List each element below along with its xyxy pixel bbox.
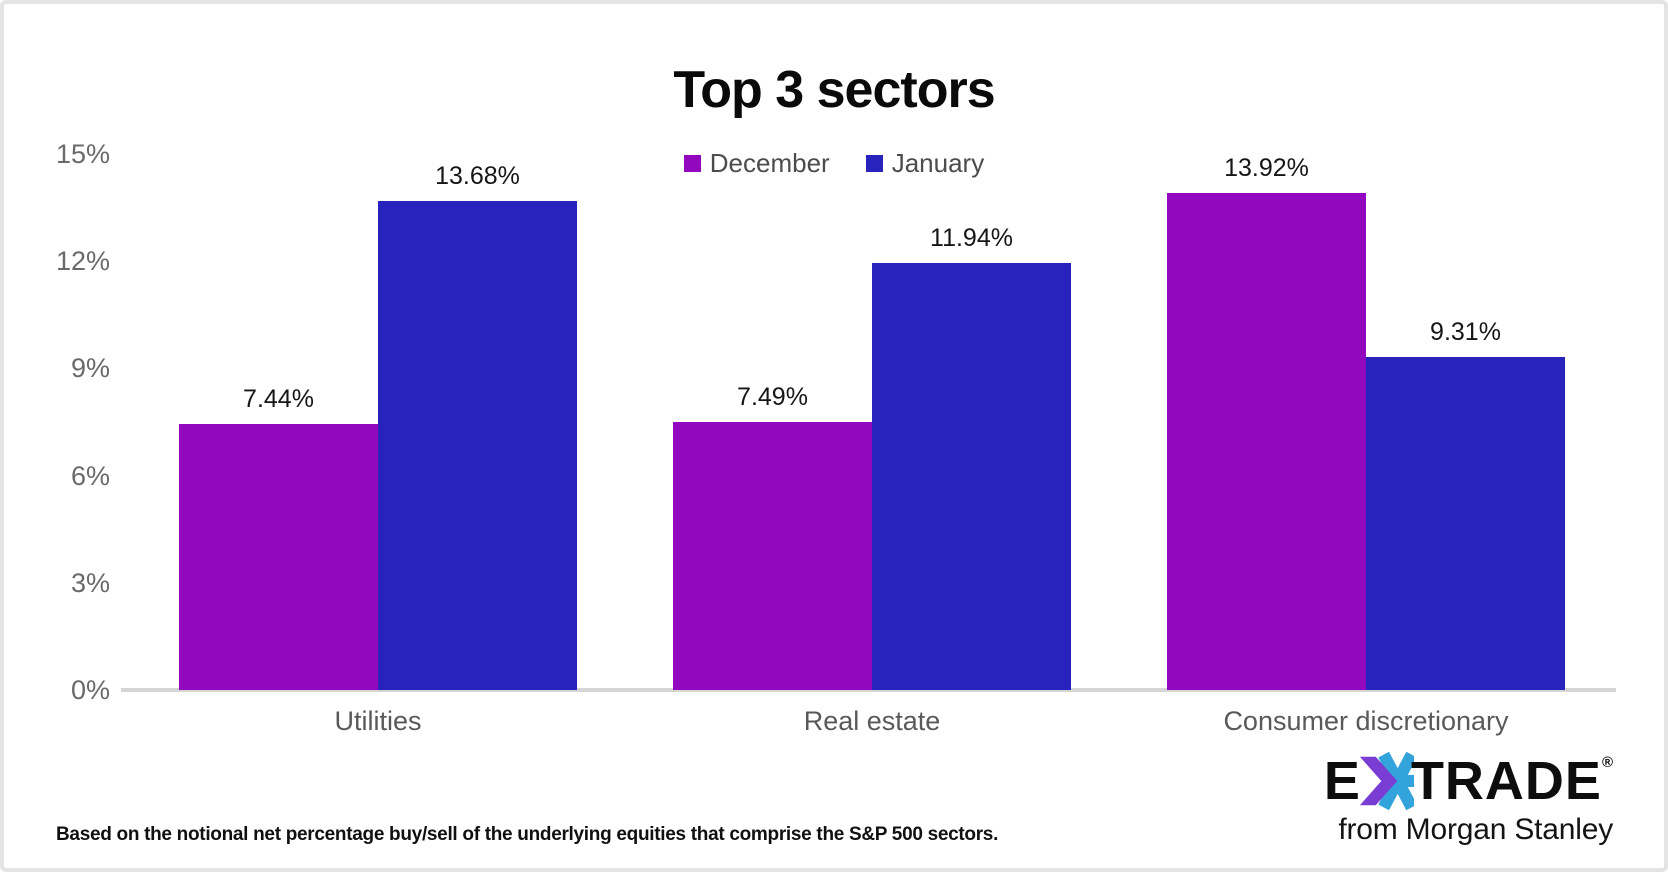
y-axis-tick-3: 3% [70,568,110,598]
december-swatch-icon [683,155,701,172]
january-swatch-icon [865,155,883,172]
category-label-consumer-discretionary: Consumer discretionary [1223,706,1509,736]
y-axis-tick-0: 0% [70,675,110,705]
bar-december-consumer-discretionary[interactable] [1167,193,1366,690]
logo-tagline: from Morgan Stanley [1338,813,1613,846]
category-label-utilities: Utilities [334,706,422,736]
legend: December January [4,148,1664,179]
footnote: Based on the notional net percentage buy… [56,824,999,845]
value-label-december-consumer-discretionary: 13.92% [1224,154,1309,182]
legend-item-january[interactable]: January [865,148,985,179]
bar-group-utilities: 7.44% 13.68% [179,150,577,690]
bar-december-real-estate[interactable] [673,422,872,690]
y-axis-tick-9: 9% [70,353,110,383]
value-label-january-utilities: 13.68% [435,162,520,190]
y-axis-tick-12: 12% [55,246,110,276]
etrade-wordmark: E TRADE ® [1324,752,1613,810]
legend-label-january: January [891,148,985,178]
bar-january-utilities[interactable] [378,201,577,690]
registered-mark: ® [1601,754,1613,771]
value-label-january-consumer-discretionary: 9.31% [1430,318,1501,346]
bar-january-real-estate[interactable] [872,263,1071,690]
etrade-star-icon [1359,752,1414,810]
etrade-letters-trade: TRADE [1410,751,1602,811]
y-axis-tick-15: 15% [55,139,110,169]
x-axis-baseline [121,688,1616,692]
category-label-real-estate: Real estate [803,706,941,736]
value-label-january-real-estate: 11.94% [930,224,1013,252]
legend-label-december: December [709,148,830,178]
y-axis-tick-6: 6% [70,461,110,491]
legend-item-december[interactable]: December [683,148,830,179]
value-label-december-utilities: 7.44% [243,385,314,413]
value-label-december-real-estate: 7.49% [737,383,808,411]
etrade-letter-e: E [1323,751,1361,811]
bar-group-consumer-discretionary: 13.92% 9.31% [1167,150,1565,690]
chart-title: Top 3 sectors [673,61,995,119]
bar-december-utilities[interactable] [179,424,378,690]
bar-january-consumer-discretionary[interactable] [1366,357,1565,690]
bar-group-real-estate: 7.49% 11.94% [673,150,1071,690]
etrade-logo: E TRADE ® from Morgan Stanley [1324,752,1613,847]
